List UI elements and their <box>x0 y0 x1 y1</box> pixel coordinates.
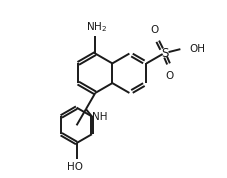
Text: S: S <box>160 47 168 60</box>
Text: HO: HO <box>66 162 82 172</box>
Text: O: O <box>150 25 158 35</box>
Text: NH: NH <box>91 112 107 122</box>
Text: OH: OH <box>188 44 204 54</box>
Text: NH$_2$: NH$_2$ <box>85 20 106 34</box>
Text: O: O <box>165 71 173 81</box>
